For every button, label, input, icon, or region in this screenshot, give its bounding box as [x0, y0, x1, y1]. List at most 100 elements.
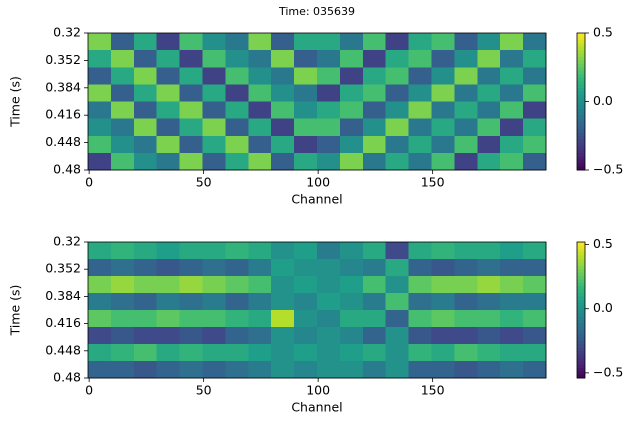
- heatmap-cell: [362, 242, 387, 260]
- heatmap-cell: [248, 242, 272, 260]
- heatmap-cell: [408, 135, 432, 154]
- heatmap-cell: [248, 344, 272, 362]
- heatmap-cell: [362, 67, 387, 85]
- heatmap-cell: [500, 310, 524, 328]
- heatmap-cell: [133, 135, 158, 154]
- heatmap-cell: [133, 327, 158, 345]
- heatmap-cell: [225, 101, 249, 120]
- heatmap-cell: [179, 152, 203, 171]
- colorbar-segment: [577, 74, 585, 79]
- heatmap: [88, 33, 547, 171]
- y-tick-label: 0.352: [45, 52, 81, 67]
- colorbar-segment: [577, 255, 585, 260]
- heatmap-cell: [225, 344, 249, 362]
- colorbar-segment: [577, 245, 585, 250]
- heatmap-cell: [523, 50, 547, 68]
- heatmap-cell: [225, 33, 249, 51]
- colorbar-segment: [577, 265, 585, 270]
- plot-frame: [87, 32, 547, 171]
- heatmap-cell: [156, 101, 181, 120]
- heatmap-cell: [408, 361, 432, 379]
- heatmap-cell: [477, 344, 501, 362]
- heatmap-cell: [408, 67, 432, 85]
- heatmap-cell: [202, 276, 226, 294]
- heatmap-cell: [317, 361, 341, 379]
- colorbar-segment: [577, 364, 585, 369]
- heatmap-cell: [477, 310, 501, 328]
- heatmap-cell: [202, 33, 226, 51]
- colorbar-segment: [577, 306, 585, 311]
- colorbar-segment: [577, 371, 585, 376]
- heatmap-cell: [110, 293, 135, 311]
- heatmap-cell: [248, 152, 272, 171]
- colorbar-segment: [577, 87, 585, 92]
- colorbar-segment: [577, 94, 585, 99]
- heatmap-cell: [271, 135, 295, 154]
- heatmap-cell: [339, 33, 364, 51]
- heatmap-cell: [362, 50, 387, 68]
- heatmap-cell: [408, 33, 432, 51]
- heatmap-cell: [385, 293, 410, 311]
- heatmap-cell: [271, 276, 295, 294]
- heatmap-cell: [294, 67, 318, 85]
- colorbar-segment: [577, 327, 585, 331]
- heatmap-cell: [271, 33, 295, 51]
- heatmap-cell: [431, 276, 455, 294]
- colorbar-segment: [577, 252, 585, 257]
- heatmap-cell: [179, 50, 203, 68]
- heatmap-cell: [408, 293, 432, 311]
- heatmap-cell: [362, 101, 387, 120]
- y-tick-label: 0.32: [53, 234, 81, 249]
- heatmap-cell: [408, 242, 432, 260]
- heatmap-cell: [156, 310, 181, 328]
- heatmap-cell: [523, 293, 547, 311]
- heatmap-cell: [133, 33, 158, 51]
- heatmap-cell: [454, 327, 478, 345]
- heatmap-cell: [202, 152, 226, 171]
- colorbar-segment: [577, 39, 585, 44]
- heatmap-cell: [179, 135, 203, 154]
- heatmap-cell: [477, 327, 501, 345]
- heatmap-cell: [225, 50, 249, 68]
- heatmap-cell: [179, 344, 203, 362]
- heatmap-cell: [431, 152, 455, 171]
- heatmap-cell: [88, 259, 112, 277]
- heatmap-cell: [408, 276, 432, 294]
- heatmap-cell: [156, 327, 181, 345]
- heatmap-cell: [271, 293, 295, 311]
- heatmap-cell: [271, 344, 295, 362]
- colorbar-segment: [577, 293, 585, 297]
- heatmap-cell: [431, 242, 455, 260]
- heatmap-cell: [454, 276, 478, 294]
- heatmap-cell: [523, 135, 547, 154]
- y-tick-label: 0.416: [45, 107, 81, 122]
- colorbar-segment: [577, 279, 585, 284]
- colorbar-segment: [577, 354, 585, 359]
- heatmap-cell: [202, 101, 226, 120]
- colorbar-segment: [577, 101, 585, 106]
- heatmap-cell: [225, 361, 249, 379]
- heatmap-cell: [271, 50, 295, 68]
- heatmap-cell: [500, 242, 524, 260]
- heatmap-cell: [477, 118, 501, 137]
- heatmap-cell: [248, 101, 272, 120]
- heatmap-cell: [88, 101, 112, 120]
- colorbar-segment: [577, 50, 585, 55]
- heatmap-cell: [454, 118, 478, 137]
- heatmap-cell: [431, 84, 455, 102]
- heatmap-cell: [271, 242, 295, 260]
- colorbar-tick-label: −0.5: [593, 162, 623, 177]
- y-axis-label: Time (s): [8, 285, 23, 337]
- colorbar-segment: [577, 320, 585, 325]
- heatmap-cell: [454, 293, 478, 311]
- heatmap-cell: [271, 327, 295, 345]
- heatmap-cell: [110, 344, 135, 362]
- heatmap-cell: [431, 101, 455, 120]
- heatmap-cell: [156, 344, 181, 362]
- colorbar-segment: [577, 276, 585, 280]
- heatmap-cell: [225, 310, 249, 328]
- colorbar-segment: [577, 367, 585, 372]
- colorbar-segment: [577, 374, 585, 379]
- y-tick-label: 0.32: [53, 25, 81, 40]
